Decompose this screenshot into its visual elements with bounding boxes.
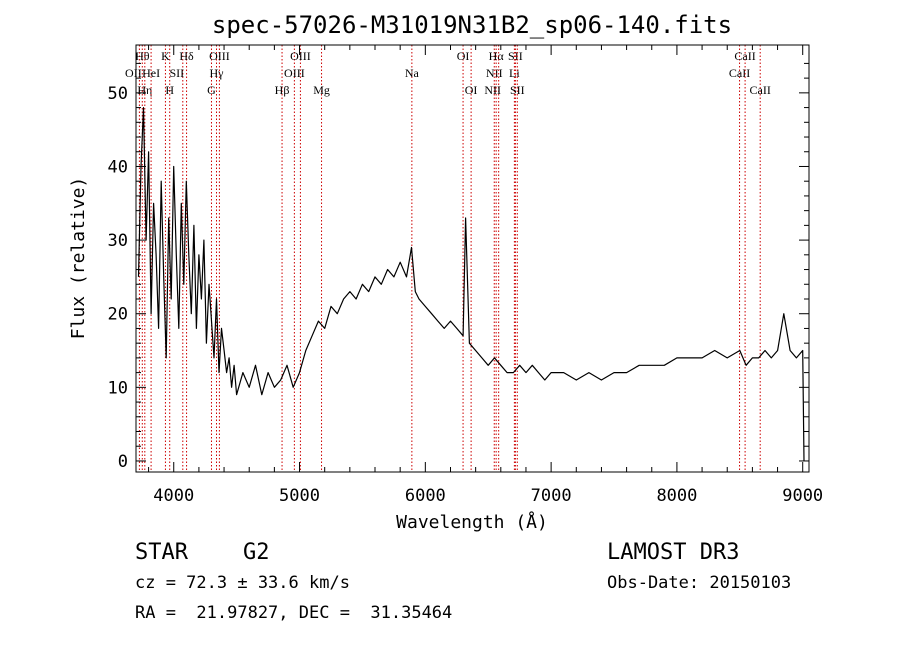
x-tick-label: 9000 <box>782 486 823 506</box>
line-marker-label: HeI <box>142 66 160 80</box>
spectrum-line-0 <box>137 107 805 462</box>
line-marker-label: OI <box>465 83 478 97</box>
line-marker-label: Hγ <box>210 66 225 80</box>
object-subclass: G2 <box>243 540 270 565</box>
line-marker-label: G <box>207 83 216 97</box>
line-marker-label: OI <box>457 49 470 63</box>
y-tick-label: 30 <box>108 231 128 251</box>
line-marker-label: OIII <box>290 49 311 63</box>
y-tick-label: 10 <box>108 378 128 398</box>
line-marker-label: NII <box>486 66 503 80</box>
x-tick-label: 7000 <box>531 486 572 506</box>
x-axis-label: Wavelength (Å) <box>396 511 548 533</box>
x-tick-label: 4000 <box>153 486 194 506</box>
object-class: STAR <box>135 540 188 565</box>
observation-date: Obs-Date: 20150103 <box>607 573 792 593</box>
x-axis: 4000 5000 6000 7000 8000 9000 <box>148 45 823 506</box>
line-marker-label: CaII <box>750 83 771 97</box>
line-marker-label: SII <box>508 49 523 63</box>
x-tick-label: 5000 <box>279 486 320 506</box>
survey-name: LAMOST DR3 <box>607 540 740 565</box>
line-marker-label: CaII <box>734 49 755 63</box>
chart-title: spec-57026-M31019N31B2_sp06-140.fits <box>212 11 732 39</box>
line-marker-label: NII <box>484 83 501 97</box>
line-marker-label: Hβ <box>275 83 290 97</box>
line-marker-label: SII <box>169 66 184 80</box>
y-tick-label: 40 <box>108 157 128 177</box>
line-marker-label: Mg <box>313 83 330 97</box>
line-marker-label: CaII <box>729 66 750 80</box>
line-marker-label: K <box>161 49 170 63</box>
plot-frame <box>135 44 810 473</box>
line-marker-label: Hα <box>489 49 505 63</box>
y-tick-label: 0 <box>118 452 128 472</box>
x-tick-label: 8000 <box>656 486 697 506</box>
redshift-velocity: cz = 72.3 ± 33.6 km/s <box>135 573 350 593</box>
line-marker-label: SII <box>510 83 525 97</box>
line-marker-label: OIII <box>284 66 305 80</box>
spectrum-series <box>137 107 805 462</box>
line-marker-label: Hδ <box>179 49 194 63</box>
y-tick-label: 20 <box>108 305 128 325</box>
line-marker-label: Li <box>509 66 520 80</box>
y-axis: 0 10 20 30 40 50 <box>108 62 809 472</box>
y-axis-label: Flux (relative) <box>68 177 89 340</box>
y-tick-label: 50 <box>108 84 128 104</box>
line-marker-label: H <box>165 83 174 97</box>
line-marker-label: Hθ <box>135 49 150 63</box>
x-tick-label: 6000 <box>405 486 446 506</box>
coordinates: RA = 21.97827, DEC = 31.35464 <box>135 603 453 623</box>
line-marker-label: OIII <box>209 49 230 63</box>
line-marker-label: Hη <box>137 83 152 97</box>
line-marker-label: OII <box>125 66 142 80</box>
line-marker-label: Na <box>405 66 420 80</box>
